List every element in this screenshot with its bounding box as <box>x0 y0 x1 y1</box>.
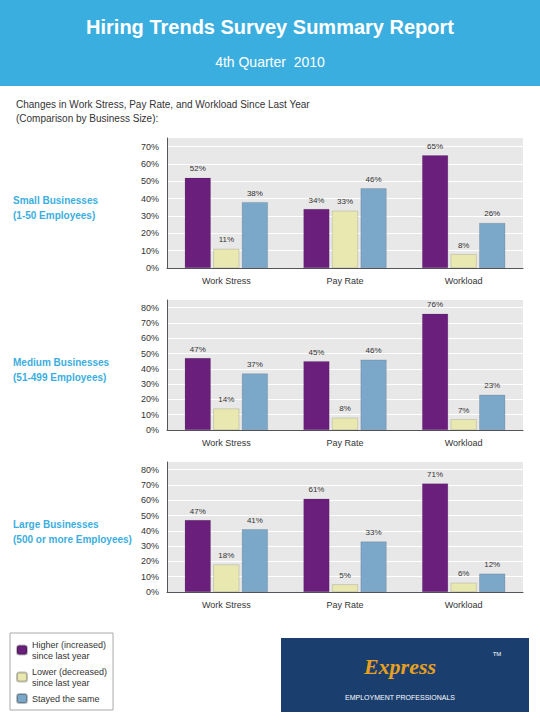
svg-text:11%: 11% <box>219 235 234 244</box>
svg-text:50%: 50% <box>141 511 159 521</box>
svg-text:8%: 8% <box>458 241 470 250</box>
svg-text:45%: 45% <box>308 348 324 357</box>
svg-text:since last year: since last year <box>32 651 90 661</box>
svg-text:47%: 47% <box>190 345 206 354</box>
svg-text:Workload: Workload <box>445 438 483 448</box>
svg-text:Lower (decreased): Lower (decreased) <box>32 667 107 677</box>
svg-text:41%: 41% <box>247 516 263 525</box>
svg-text:46%: 46% <box>366 175 382 184</box>
svg-text:(51-499 Employees): (51-499 Employees) <box>13 372 106 383</box>
svg-text:40%: 40% <box>141 526 159 536</box>
svg-text:Small Businesses: Small Businesses <box>13 195 98 206</box>
svg-text:Large Businesses: Large Businesses <box>13 519 99 530</box>
svg-text:10%: 10% <box>141 410 159 420</box>
svg-text:12%: 12% <box>484 560 500 569</box>
svg-text:30%: 30% <box>141 211 159 221</box>
svg-text:70%: 70% <box>141 480 159 490</box>
svg-text:40%: 40% <box>141 364 159 374</box>
svg-text:Workload: Workload <box>445 276 483 286</box>
svg-text:20%: 20% <box>141 556 159 566</box>
svg-text:20%: 20% <box>141 228 159 238</box>
svg-text:38%: 38% <box>247 189 263 198</box>
svg-text:61%: 61% <box>308 485 324 494</box>
svg-text:Work Stress: Work Stress <box>202 276 251 286</box>
svg-text:33%: 33% <box>366 528 382 537</box>
svg-text:60%: 60% <box>141 333 159 343</box>
svg-text:Work Stress: Work Stress <box>202 600 251 610</box>
svg-text:70%: 70% <box>141 318 159 328</box>
svg-text:76%: 76% <box>427 300 443 309</box>
svg-text:40%: 40% <box>141 194 159 204</box>
svg-text:(Comparison by Business Size):: (Comparison by Business Size): <box>16 113 158 124</box>
svg-text:Work Stress: Work Stress <box>202 438 251 448</box>
svg-text:20%: 20% <box>141 394 159 404</box>
svg-text:6%: 6% <box>458 569 470 578</box>
svg-text:0%: 0% <box>146 263 159 273</box>
svg-text:18%: 18% <box>218 551 234 560</box>
svg-text:50%: 50% <box>141 176 159 186</box>
svg-text:4th Quarter 2010: 4th Quarter 2010 <box>215 54 325 70</box>
svg-text:30%: 30% <box>141 379 159 389</box>
svg-text:Changes in Work Stress, Pay Ra: Changes in Work Stress, Pay Rate, and Wo… <box>16 99 310 110</box>
svg-text:52%: 52% <box>190 164 206 173</box>
svg-text:Medium Businesses: Medium Businesses <box>13 357 110 368</box>
svg-text:37%: 37% <box>247 360 263 369</box>
svg-text:33%: 33% <box>337 197 353 206</box>
svg-text:Pay Rate: Pay Rate <box>326 600 363 610</box>
svg-text:Pay Rate: Pay Rate <box>326 438 363 448</box>
svg-text:26%: 26% <box>484 209 500 218</box>
svg-text:80%: 80% <box>141 303 159 313</box>
svg-text:34%: 34% <box>308 196 324 205</box>
svg-text:TM: TM <box>493 651 502 657</box>
svg-text:10%: 10% <box>141 572 159 582</box>
svg-text:14%: 14% <box>218 395 234 404</box>
svg-text:47%: 47% <box>190 507 206 516</box>
svg-text:7%: 7% <box>458 406 470 415</box>
svg-text:60%: 60% <box>141 159 159 169</box>
svg-text:50%: 50% <box>141 349 159 359</box>
svg-text:EMPLOYMENT PROFESSIONALS: EMPLOYMENT PROFESSIONALS <box>345 694 455 701</box>
svg-text:30%: 30% <box>141 541 159 551</box>
svg-text:80%: 80% <box>141 465 159 475</box>
svg-text:(1-50 Employees): (1-50 Employees) <box>13 210 95 221</box>
svg-text:Hiring Trends Survey Summary R: Hiring Trends Survey Summary Report <box>86 16 454 38</box>
svg-text:46%: 46% <box>366 346 382 355</box>
svg-text:60%: 60% <box>141 495 159 505</box>
svg-text:(500 or more Employees): (500 or more Employees) <box>13 534 132 545</box>
svg-text:Stayed the same: Stayed the same <box>32 694 100 704</box>
svg-text:Express: Express <box>363 654 436 679</box>
svg-text:65%: 65% <box>427 142 443 151</box>
svg-text:0%: 0% <box>146 425 159 435</box>
svg-text:0%: 0% <box>146 587 159 597</box>
svg-text:Pay Rate: Pay Rate <box>326 276 363 286</box>
svg-text:5%: 5% <box>339 571 351 580</box>
svg-text:since last year: since last year <box>32 678 90 688</box>
svg-text:70%: 70% <box>141 142 159 152</box>
svg-text:10%: 10% <box>141 246 159 256</box>
svg-text:8%: 8% <box>339 404 351 413</box>
svg-text:23%: 23% <box>484 381 500 390</box>
svg-text:Workload: Workload <box>445 600 483 610</box>
svg-text:71%: 71% <box>427 470 443 479</box>
svg-text:Higher (increased): Higher (increased) <box>32 640 106 650</box>
